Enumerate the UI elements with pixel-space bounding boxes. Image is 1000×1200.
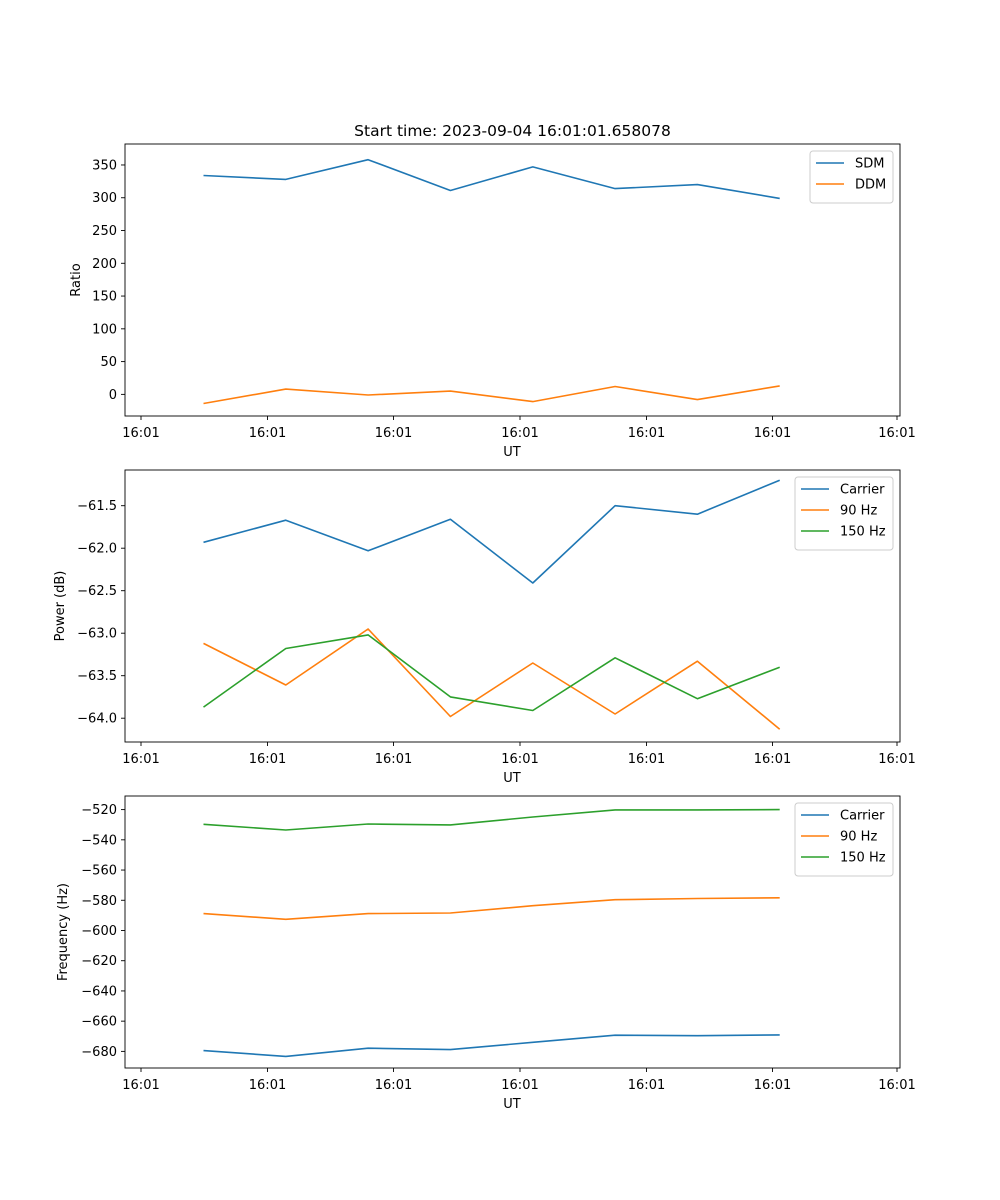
y-tick-label: −560 [81, 864, 117, 879]
legend-label: 150 Hz [840, 851, 886, 866]
figure-title: Start time: 2023-09-04 16:01:01.658078 [354, 122, 671, 140]
x-tick-label: 16:01 [249, 1078, 286, 1093]
x-axis-label: UT [503, 771, 521, 786]
y-tick-label: 350 [92, 158, 117, 173]
x-tick-label: 16:01 [122, 426, 159, 441]
y-tick-label: −600 [81, 924, 117, 939]
series-line-carrier [203, 1034, 780, 1058]
chart-panel-2: 16:01 16:01 16:01 16:01 16:01 16:01 16:01 −64.0… [53, 469, 916, 786]
x-tick-label: 16:01 [501, 752, 538, 767]
legend-label: DDM [855, 178, 886, 193]
axes-frame [124, 795, 901, 1069]
x-tick-label: 16:01 [754, 752, 791, 767]
legend: SDM DDM [809, 150, 894, 204]
x-tick-label: 16:01 [628, 752, 665, 767]
legend: Carrier 90 Hz 150 Hz [794, 802, 894, 877]
y-tick-label: 250 [92, 224, 117, 239]
legend-label: 150 Hz [840, 525, 886, 540]
x-tick-label: 16:01 [375, 752, 412, 767]
x-tick-label: 16:01 [878, 426, 915, 441]
y-tick-label: −61.5 [77, 499, 117, 514]
y-tick-label: −63.0 [77, 627, 117, 642]
x-tick-label: 16:01 [375, 1078, 412, 1093]
x-tick-label: 16:01 [754, 426, 791, 441]
series-line-90-hz [203, 897, 780, 921]
x-tick-label: 16:01 [122, 1078, 159, 1093]
legend: Carrier 90 Hz 150 Hz [794, 476, 894, 551]
legend-label: SDM [855, 157, 884, 172]
y-tick-label: −62.5 [77, 584, 117, 599]
x-tick-label: 16:01 [628, 426, 665, 441]
x-tick-label: 16:01 [375, 426, 412, 441]
chart-panel-3: 16:01 16:01 16:01 16:01 16:01 16:01 16:01 −680 −… [56, 795, 916, 1112]
legend-label: 90 Hz [840, 830, 877, 845]
y-axis-label: Power (dB) [53, 571, 68, 642]
x-tick-label: 16:01 [249, 752, 286, 767]
y-axis-label: Frequency (Hz) [56, 883, 71, 981]
y-tick-label: 300 [92, 191, 117, 206]
x-tick-label: 16:01 [501, 1078, 538, 1093]
y-tick-label: 50 [100, 355, 117, 370]
x-tick-label: 16:01 [754, 1078, 791, 1093]
y-tick-label: 100 [92, 322, 117, 337]
x-axis-label: UT [503, 445, 521, 460]
legend-label: Carrier [840, 809, 885, 824]
y-tick-label: −63.5 [77, 669, 117, 684]
x-tick-label: 16:01 [122, 752, 159, 767]
chart-panel-1: 16:01 16:01 16:01 16:01 16:01 16:01 16:01 0 50 10… [69, 143, 916, 460]
y-tick-label: −680 [81, 1045, 117, 1060]
x-tick-label: 16:01 [249, 426, 286, 441]
axes-frame [124, 143, 901, 417]
legend-label: 90 Hz [840, 504, 877, 519]
x-axis-label: UT [503, 1097, 521, 1112]
series-line-150-hz [203, 634, 780, 712]
series-line-90-hz [203, 628, 781, 730]
y-tick-label: 200 [92, 257, 117, 272]
x-tick-label: 16:01 [628, 1078, 665, 1093]
x-tick-label: 16:01 [878, 1078, 915, 1093]
y-tick-label: −520 [81, 803, 117, 818]
y-tick-label: 0 [109, 388, 117, 403]
y-tick-label: −62.0 [77, 542, 117, 557]
y-tick-label: −580 [81, 894, 117, 909]
series-line-carrier [203, 479, 781, 584]
series-line-ddm [203, 385, 780, 405]
y-tick-label: −540 [81, 833, 117, 848]
y-tick-label: 150 [92, 290, 117, 305]
y-tick-label: −64.0 [77, 712, 117, 727]
y-tick-label: −660 [81, 1015, 117, 1030]
legend-label: Carrier [840, 483, 885, 498]
y-tick-label: −620 [81, 954, 117, 969]
y-tick-label: −640 [81, 984, 117, 999]
axes-frame [124, 469, 901, 743]
legend-box [809, 150, 894, 204]
y-axis-label: Ratio [69, 263, 84, 296]
series-line-sdm [203, 158, 780, 200]
x-tick-label: 16:01 [501, 426, 538, 441]
x-tick-label: 16:01 [878, 752, 915, 767]
series-line-150-hz [203, 808, 780, 831]
